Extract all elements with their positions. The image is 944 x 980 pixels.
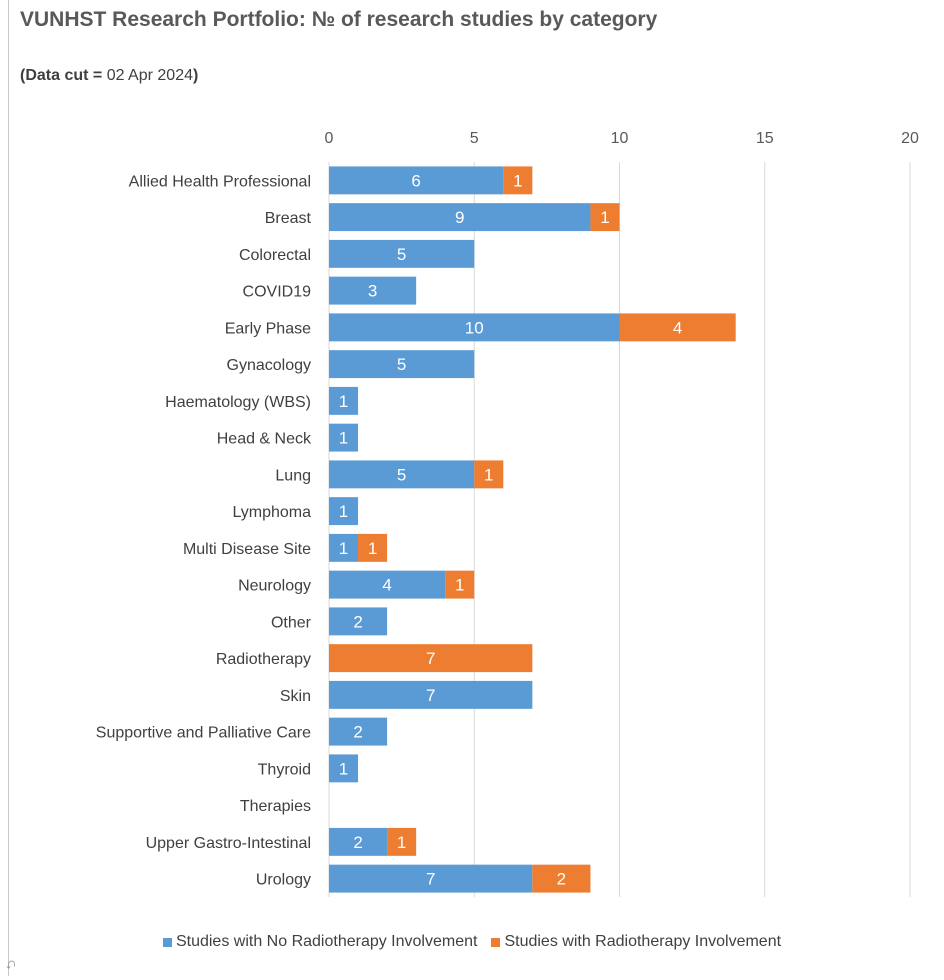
bar-no-radiotherapy [329, 386, 359, 415]
bar-no-radiotherapy [329, 680, 533, 709]
category-label: Other [271, 614, 312, 631]
bar-no-radiotherapy [329, 239, 475, 268]
category-label: Lung [275, 467, 311, 484]
data-label: 3 [368, 282, 377, 301]
bar-no-radiotherapy [329, 350, 475, 379]
data-label: 2 [353, 723, 362, 742]
x-tick-label: 15 [756, 130, 774, 147]
category-label: Breast [265, 210, 312, 227]
resize-handle-icon[interactable]: ⮏ [6, 958, 16, 972]
data-label: 1 [484, 465, 493, 484]
legend-item-radiotherapy[interactable]: Studies with Radiotherapy Involvement [491, 933, 781, 951]
legend-label-radiotherapy: Studies with Radiotherapy Involvement [504, 933, 782, 950]
data-label: 7 [426, 649, 435, 668]
category-label: Therapies [240, 798, 311, 815]
bar-no-radiotherapy [329, 827, 388, 856]
category-label: Supportive and Palliative Care [96, 725, 311, 742]
bar-no-radiotherapy [329, 276, 417, 305]
data-label: 2 [353, 833, 362, 852]
subtitle-suffix: ) [192, 67, 199, 84]
bar-radiotherapy [619, 313, 736, 342]
bar-radiotherapy [503, 166, 533, 195]
category-label: Thyroid [258, 761, 311, 778]
category-label: Head & Neck [217, 431, 312, 448]
category-label: Lymphoma [232, 504, 311, 521]
bar-no-radiotherapy [329, 533, 359, 562]
bar-no-radiotherapy [329, 864, 533, 893]
data-label: 1 [368, 539, 377, 558]
legend-swatch-no-radiotherapy [162, 937, 172, 947]
category-label: Haematology (WBS) [165, 394, 311, 411]
data-label: 1 [455, 576, 464, 595]
x-tick-label: 5 [470, 130, 479, 147]
x-tick-label: 20 [901, 130, 919, 147]
data-label: 1 [339, 429, 348, 448]
category-label: Allied Health Professional [129, 173, 311, 190]
bar-no-radiotherapy [329, 497, 359, 526]
category-label: Early Phase [225, 320, 311, 337]
legend-label-no-radiotherapy: Studies with No Radiotherapy Involvement [175, 933, 478, 950]
category-label: Multi Disease Site [183, 541, 311, 558]
bar-radiotherapy [358, 533, 388, 562]
category-label: Urology [256, 872, 311, 889]
bar-no-radiotherapy [329, 607, 388, 636]
bar-no-radiotherapy [329, 423, 359, 452]
bar-no-radiotherapy [329, 754, 359, 783]
data-label: 7 [426, 686, 435, 705]
category-label: Gynacology [227, 357, 312, 374]
bar-radiotherapy [445, 570, 475, 599]
legend-swatch-radiotherapy [491, 937, 501, 947]
x-tick-label: 10 [611, 130, 629, 147]
data-label: 1 [513, 171, 522, 190]
subtitle-prefix: (Data cut = [20, 67, 107, 84]
legend: Studies with No Radiotherapy Involvement… [0, 933, 944, 951]
legend-item-no-radiotherapy[interactable]: Studies with No Radiotherapy Involvement [162, 933, 478, 951]
bar-radiotherapy [474, 460, 504, 489]
data-label: 5 [397, 245, 406, 264]
bar-radiotherapy [532, 864, 591, 893]
chart-frame [8, 0, 937, 976]
category-label: Colorectal [239, 247, 311, 264]
data-label: 1 [600, 208, 609, 227]
data-label: 1 [339, 502, 348, 521]
chart-title: VUNHST Research Portfolio: № of research… [20, 8, 658, 31]
data-label: 1 [339, 539, 348, 558]
bar-no-radiotherapy [329, 460, 475, 489]
bar-no-radiotherapy [329, 203, 591, 232]
data-label: 2 [353, 612, 362, 631]
category-label: Radiotherapy [216, 651, 311, 668]
data-label: 1 [397, 833, 406, 852]
data-label: 5 [397, 465, 406, 484]
data-label: 10 [465, 318, 484, 337]
category-label: Skin [280, 688, 311, 705]
category-label: COVID19 [243, 284, 312, 301]
data-cut-date: 02 Apr 2024 [106, 67, 193, 84]
bar-no-radiotherapy [329, 166, 504, 195]
data-label: 4 [382, 576, 391, 595]
bar-radiotherapy [590, 203, 620, 232]
data-label: 1 [339, 392, 348, 411]
bar-radiotherapy [329, 644, 533, 673]
x-tick-label: 0 [325, 130, 334, 147]
category-label: Upper Gastro-Intestinal [146, 835, 311, 852]
data-label: 5 [397, 355, 406, 374]
bar-no-radiotherapy [329, 717, 388, 746]
data-label: 6 [411, 171, 420, 190]
chart-subtitle: (Data cut = 02 Apr 2024) [20, 67, 198, 85]
data-label: 9 [455, 208, 464, 227]
data-label: 1 [339, 759, 348, 778]
data-label: 7 [426, 870, 435, 889]
category-label: Neurology [238, 578, 311, 595]
data-label: 4 [673, 318, 682, 337]
data-label: 2 [557, 870, 566, 889]
bar-no-radiotherapy [329, 313, 620, 342]
bar-no-radiotherapy [329, 570, 446, 599]
bar-radiotherapy [387, 827, 417, 856]
